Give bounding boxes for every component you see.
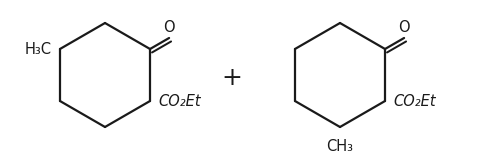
Text: O: O <box>398 20 410 35</box>
Text: CO₂Et: CO₂Et <box>393 94 435 109</box>
Text: H₃C: H₃C <box>25 42 52 57</box>
Text: +: + <box>221 66 243 90</box>
Text: CO₂Et: CO₂Et <box>158 94 201 109</box>
Text: CH₃: CH₃ <box>327 139 353 154</box>
Text: O: O <box>163 20 175 35</box>
